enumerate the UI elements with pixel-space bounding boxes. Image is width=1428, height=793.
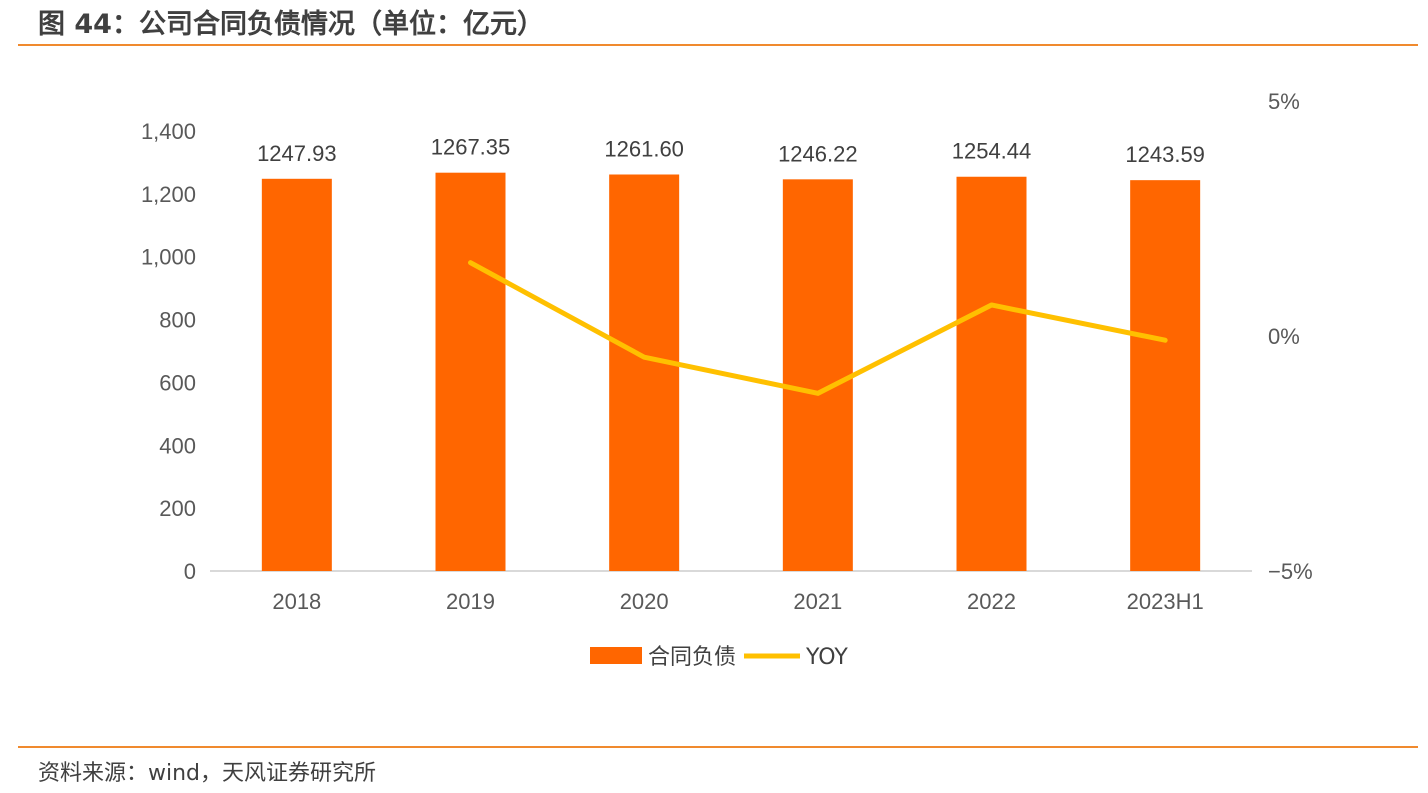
- right-axis-ticks: −5% 0% 5%: [1268, 89, 1313, 584]
- bar-2022: [956, 176, 1027, 571]
- x-axis-ticks: 2018 2019 2020 2021 2022 2023H1: [272, 589, 1203, 614]
- bar-data-label: 1246.22: [778, 141, 858, 166]
- legend-bar-label: 合同负债: [648, 645, 736, 670]
- bar-2019: [435, 172, 506, 571]
- right-tick-label: −5%: [1268, 559, 1313, 584]
- left-axis-ticks: 0 200 400 600 800 1,000 1,200 1,400: [141, 119, 196, 584]
- right-tick-label: 5%: [1268, 89, 1300, 114]
- left-tick-label: 600: [159, 370, 196, 395]
- x-tick-label: 2019: [446, 589, 495, 614]
- bar-data-label: 1254.44: [952, 139, 1032, 164]
- title-rule: [18, 44, 1418, 46]
- bar-data-label: 1243.59: [1125, 142, 1205, 167]
- left-tick-label: 800: [159, 308, 196, 333]
- right-tick-label: 0%: [1268, 324, 1300, 349]
- legend: 合同负债 YOY: [590, 645, 848, 670]
- bar-series: [261, 172, 1201, 572]
- left-tick-label: 200: [159, 496, 196, 521]
- left-tick-label: 1,000: [141, 245, 196, 270]
- bar-data-label: 1267.35: [431, 135, 511, 160]
- left-tick-label: 400: [159, 433, 196, 458]
- x-tick-label: 2018: [272, 589, 321, 614]
- bar-data-labels: 1247.93 1267.35 1261.60 1246.22 1254.44 1243.…: [257, 135, 1205, 167]
- source-note: 资料来源：wind，天风证券研究所: [38, 761, 377, 786]
- bar-2018: [261, 178, 332, 571]
- bar-2021: [782, 179, 853, 571]
- x-tick-label: 2023H1: [1127, 589, 1204, 614]
- left-tick-label: 1,400: [141, 119, 196, 144]
- legend-bar-swatch: [590, 647, 642, 664]
- bar-data-label: 1261.60: [604, 136, 684, 161]
- source-rule: [18, 746, 1418, 748]
- bar-data-label: 1247.93: [257, 141, 337, 166]
- x-tick-label: 2020: [620, 589, 669, 614]
- legend-line-label: YOY: [805, 645, 848, 670]
- yoy-series: [468, 260, 1168, 396]
- bar-2023H1: [1130, 180, 1201, 572]
- left-tick-label: 1,200: [141, 182, 196, 207]
- x-tick-label: 2022: [967, 589, 1016, 614]
- left-tick-label: 0: [184, 559, 196, 584]
- bar-2020: [609, 174, 680, 572]
- x-tick-label: 2021: [793, 589, 842, 614]
- figure-title: 图 44：公司合同负债情况（单位：亿元）: [38, 9, 544, 40]
